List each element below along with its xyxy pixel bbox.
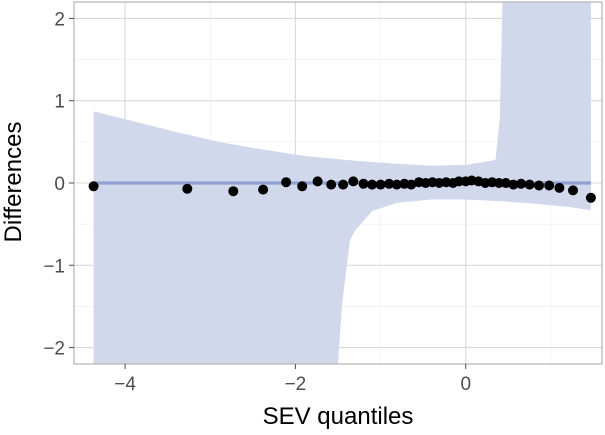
data-point: [568, 185, 578, 196]
data-point: [554, 182, 565, 193]
data-point: [516, 178, 527, 189]
y-axis: −2 −1 0 1 2: [43, 9, 74, 360]
data-point: [406, 179, 417, 190]
y-tick-label: 0: [54, 174, 65, 195]
data-point: [375, 179, 386, 190]
x-tick-label: −2: [285, 374, 307, 395]
y-tick-label: 1: [54, 92, 65, 113]
data-point: [348, 176, 359, 187]
data-point: [312, 176, 323, 187]
data-point: [367, 179, 378, 190]
x-axis: −4 −2 0: [114, 364, 471, 395]
data-point: [534, 180, 544, 191]
x-axis-title: SEV quantiles: [263, 403, 414, 430]
data-point: [297, 181, 308, 192]
data-point: [524, 179, 535, 190]
data-point: [544, 180, 555, 191]
y-axis-title: Differences: [0, 122, 27, 243]
data-point: [500, 178, 511, 188]
data-point: [228, 186, 239, 197]
data-point: [384, 178, 395, 189]
data-point: [88, 181, 99, 192]
data-point: [281, 177, 292, 188]
y-tick-label: −2: [43, 339, 65, 360]
data-point: [508, 179, 519, 190]
data-point: [391, 179, 402, 190]
y-tick-label: 2: [54, 9, 65, 30]
data-point: [585, 192, 596, 203]
y-tick-label: −1: [43, 256, 65, 277]
data-point: [338, 179, 349, 190]
data-point: [258, 184, 269, 195]
points-layer: [88, 175, 596, 203]
data-point: [358, 178, 369, 189]
data-point: [326, 179, 337, 190]
x-tick-label: −4: [114, 374, 136, 395]
data-point: [182, 183, 193, 194]
x-tick-label: 0: [460, 374, 471, 395]
